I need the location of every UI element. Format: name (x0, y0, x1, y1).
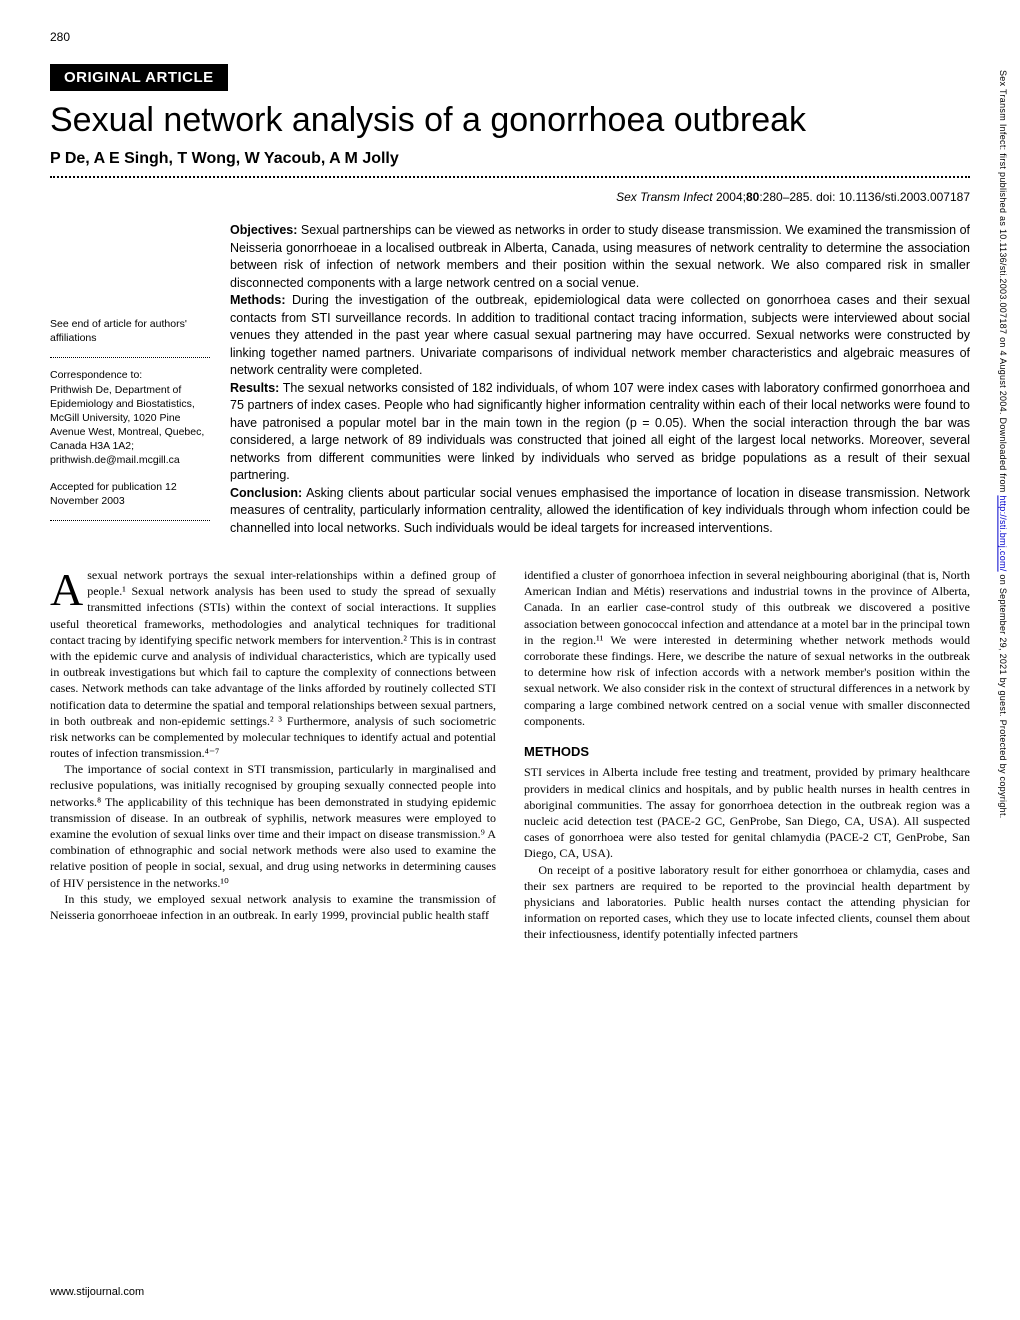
body-r-p2: STI services in Alberta include free tes… (524, 764, 970, 861)
sidebar-divider-2 (50, 520, 210, 521)
body-p1: Asexual network portrays the sexual inte… (50, 567, 496, 761)
see-end-note: See end of article for authors' affiliat… (50, 317, 210, 345)
body-r-p3: On receipt of a positive laboratory resu… (524, 862, 970, 943)
article-title: Sexual network analysis of a gonorrhoea … (50, 101, 970, 140)
citation-line: Sex Transm Infect 2004;80:280–285. doi: … (50, 190, 970, 204)
body-columns: Asexual network portrays the sexual inte… (50, 567, 970, 942)
accepted-date: Accepted for publication 12 November 200… (50, 480, 210, 508)
citation-volume: 80 (746, 190, 759, 204)
side-prefix: Sex Transm Infect: first published as 10… (998, 70, 1008, 495)
dropcap: A (50, 567, 87, 609)
side-url-link[interactable]: http://sti.bmj.com/ (998, 495, 1008, 571)
methods-label: Methods: (230, 293, 286, 307)
body-p2: The importance of social context in STI … (50, 761, 496, 891)
citation-doi: doi: 10.1136/sti.2003.007187 (816, 190, 970, 204)
sidebar-divider (50, 357, 210, 358)
abstract-text: Objectives: Sexual partnerships can be v… (230, 222, 970, 537)
copyright-strip: Sex Transm Infect: first published as 10… (998, 70, 1008, 1270)
results-label: Results: (230, 381, 279, 395)
column-right: identified a cluster of gonorrhoea infec… (524, 567, 970, 942)
page-number: 280 (50, 30, 970, 44)
side-suffix: on September 29, 2021 by guest. Protecte… (998, 572, 1008, 819)
objectives-label: Objectives: (230, 223, 297, 237)
conclusion-text: Asking clients about particular social v… (230, 486, 970, 535)
abstract-section: See end of article for authors' affiliat… (50, 222, 970, 537)
column-left: Asexual network portrays the sexual inte… (50, 567, 496, 942)
conclusion-label: Conclusion: (230, 486, 302, 500)
methods-text: During the investigation of the outbreak… (230, 293, 970, 377)
article-type-badge: ORIGINAL ARTICLE (50, 64, 228, 91)
citation-pages: :280–285. (759, 190, 812, 204)
correspondence-body: Prithwish De, Department of Epidemiology… (50, 384, 204, 467)
correspondence-label: Correspondence to: (50, 369, 142, 381)
body-p1-text: sexual network portrays the sexual inter… (50, 568, 496, 760)
divider-dotted (50, 176, 970, 178)
results-text: The sexual networks consisted of 182 ind… (230, 381, 970, 483)
body-p3: In this study, we employed sexual networ… (50, 891, 496, 923)
footer-url: www.stijournal.com (50, 1286, 144, 1298)
citation-year: 2004; (716, 190, 746, 204)
correspondence-block: Correspondence to: Prithwish De, Departm… (50, 368, 210, 467)
objectives-text: Sexual partnerships can be viewed as net… (230, 223, 970, 290)
body-r-p1: identified a cluster of gonorrhoea infec… (524, 567, 970, 729)
sidebar-info: See end of article for authors' affiliat… (50, 222, 210, 537)
methods-heading: METHODS (524, 743, 970, 761)
authors: P De, A E Singh, T Wong, W Yacoub, A M J… (50, 150, 970, 168)
citation-journal: Sex Transm Infect (616, 190, 712, 204)
